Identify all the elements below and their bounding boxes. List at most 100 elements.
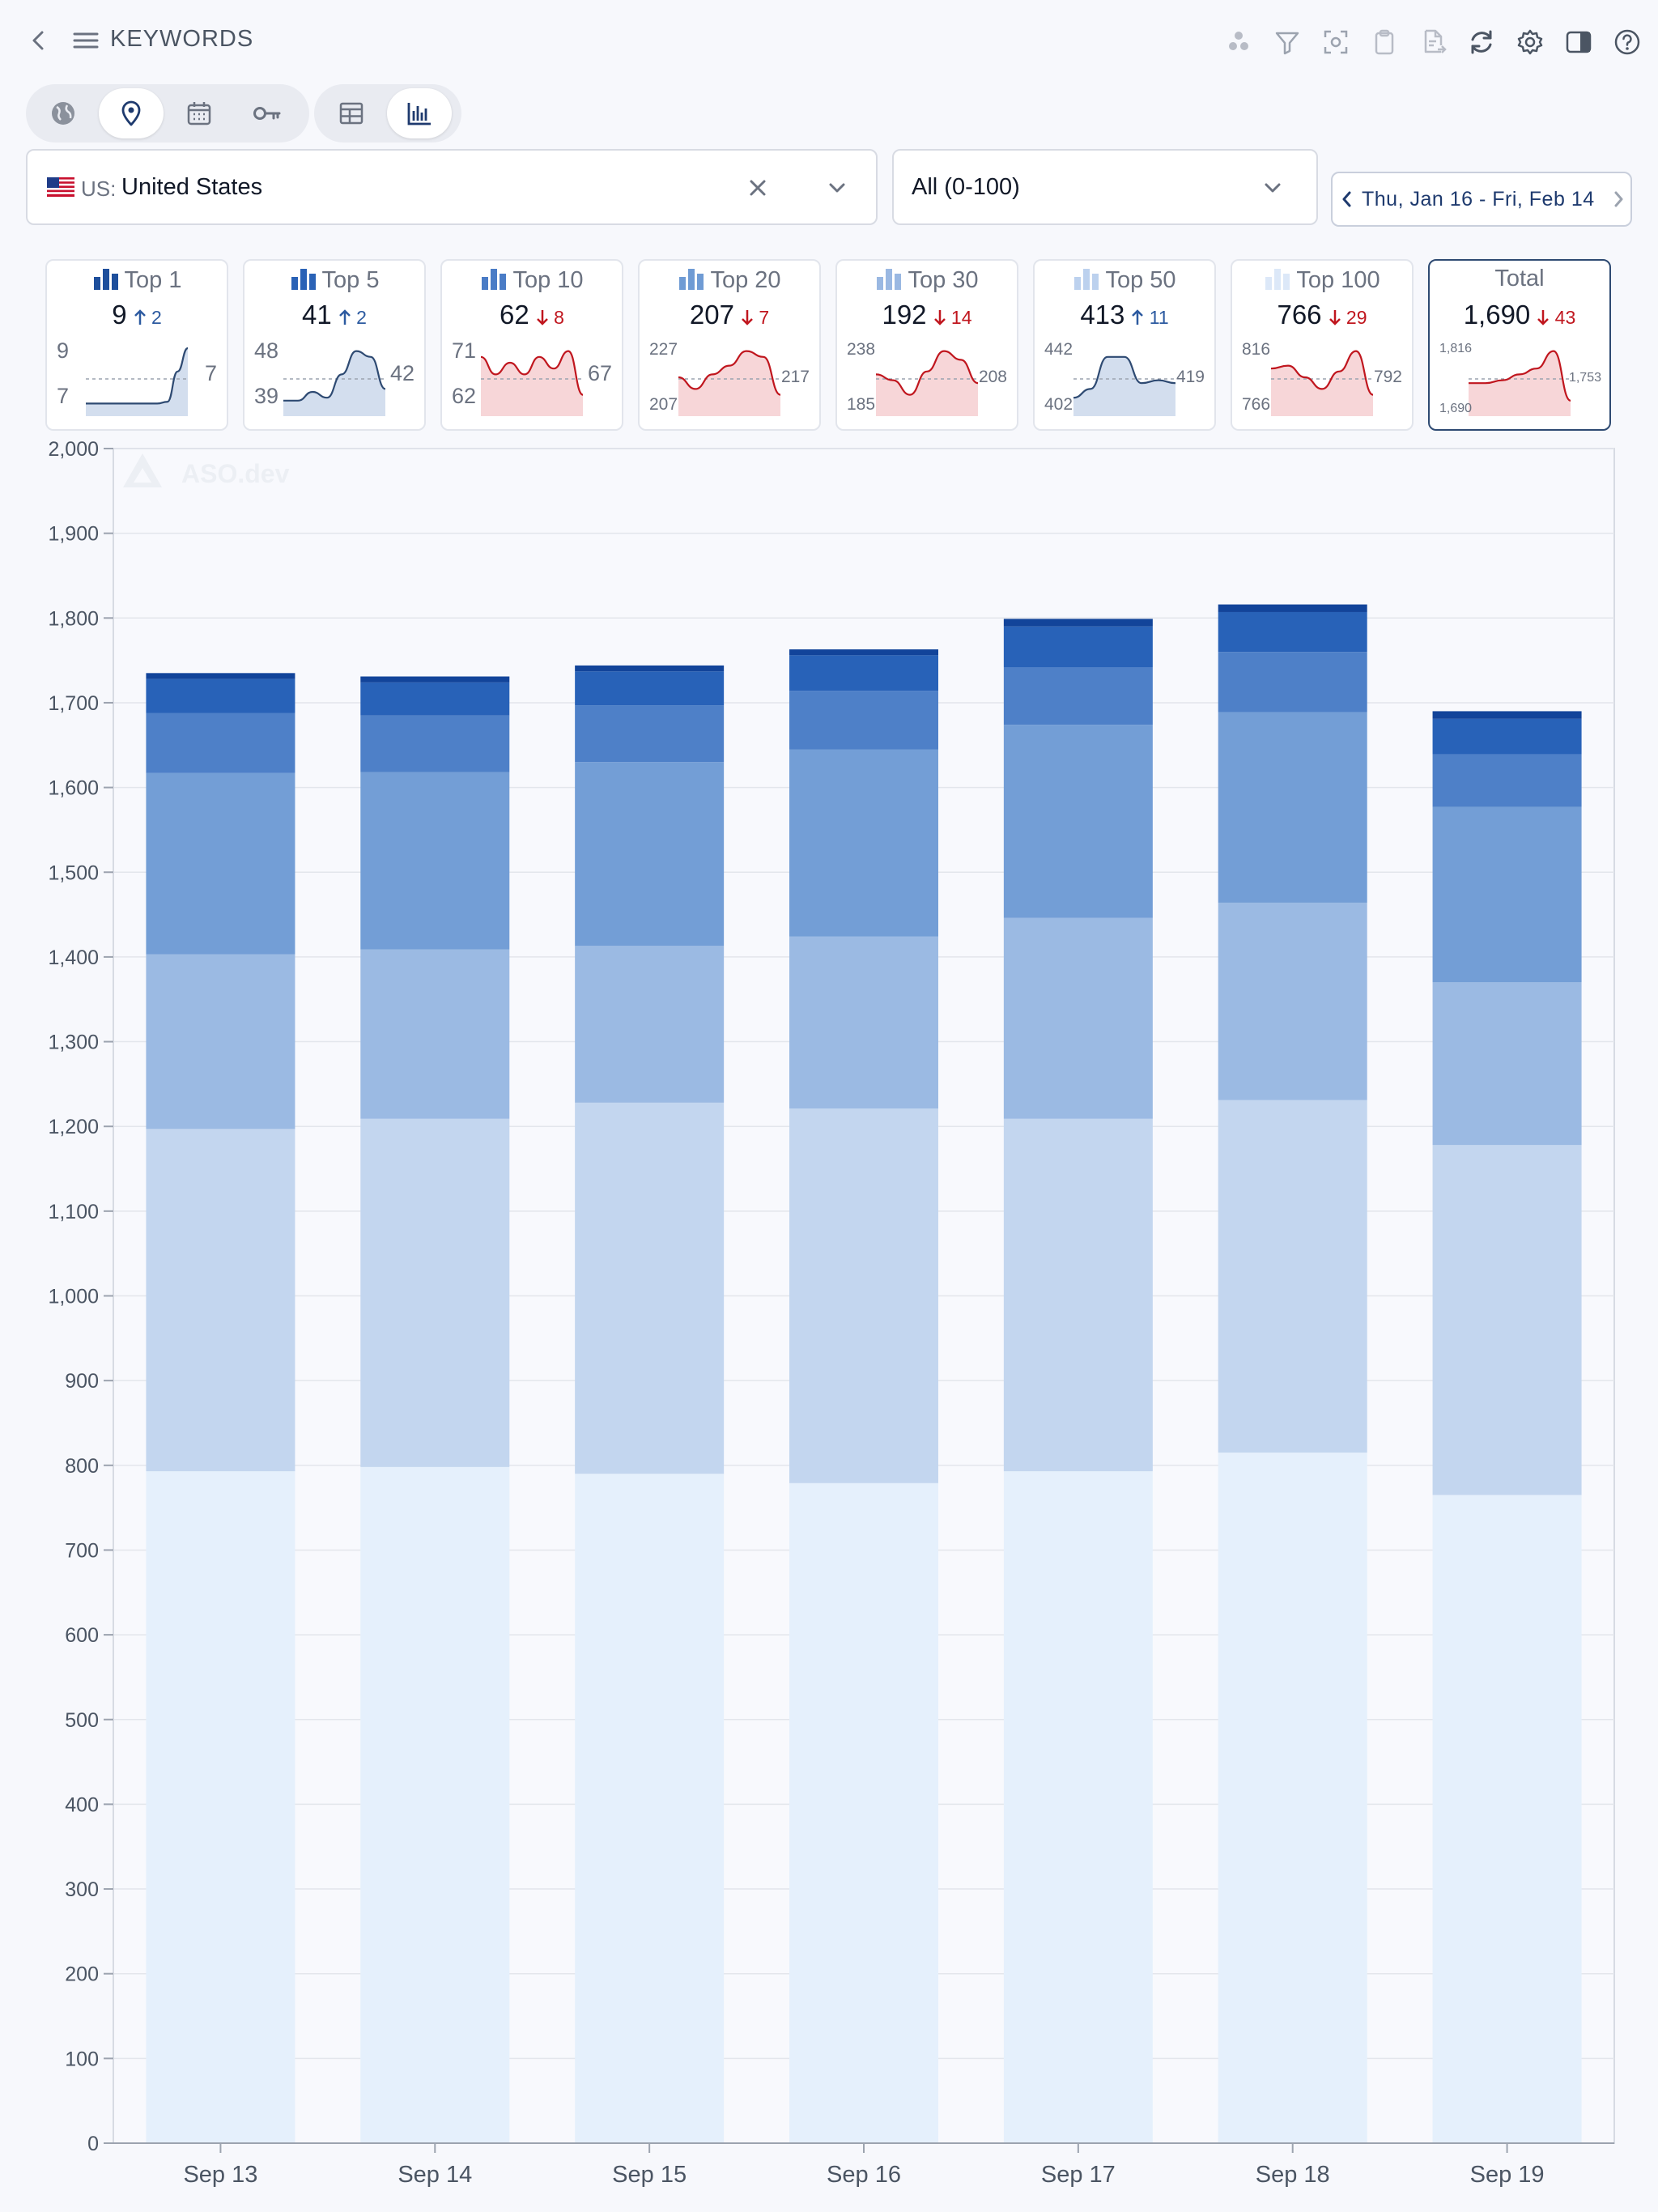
- view-keyword-button[interactable]: [235, 88, 300, 138]
- card-value-row: 766 29: [1232, 300, 1412, 330]
- card-title: Top 1: [47, 266, 227, 294]
- card-value: 1,690: [1463, 300, 1531, 330]
- y-tick-label: 200: [65, 1963, 99, 1986]
- bar-segment: [360, 682, 510, 716]
- sparkline-line: [875, 350, 979, 396]
- y-tick-label: 1,700: [48, 692, 99, 715]
- card-delta: 29: [1329, 307, 1367, 328]
- bar-segment: [575, 665, 725, 672]
- card-value: 413: [1080, 300, 1125, 330]
- card-sparkline: [1073, 355, 1176, 416]
- card-label: Total: [1494, 266, 1545, 291]
- export-button[interactable]: [1414, 23, 1452, 62]
- sparkline-max-label: 816: [1242, 340, 1271, 359]
- bar-segment: [360, 1118, 510, 1467]
- bar-segment: [146, 678, 295, 713]
- toolbar: [1219, 23, 1647, 62]
- bar-segment: [789, 936, 938, 1109]
- sparkline-min-label: 207: [649, 395, 678, 414]
- scan-button[interactable]: [1316, 23, 1355, 62]
- sparkline-area: [86, 348, 188, 416]
- rank-range-select[interactable]: All (0-100): [892, 149, 1318, 225]
- rank-card[interactable]: Top 100 766 29 816 766 792: [1231, 259, 1414, 431]
- sparkline-last-label: 1,753: [1568, 371, 1601, 385]
- location-icon: [121, 100, 141, 126]
- menu-button[interactable]: [70, 24, 102, 57]
- rank-card[interactable]: Top 10 62 8 71 62 67: [440, 259, 623, 431]
- rank-card[interactable]: Top 30 192 14 238 185 208: [835, 259, 1018, 431]
- help-button[interactable]: [1608, 23, 1647, 62]
- filter-button[interactable]: [1268, 23, 1307, 62]
- bar-segment: [1432, 1495, 1582, 2143]
- y-tick-label: 1,900: [48, 523, 99, 546]
- card-sparkline: [678, 350, 781, 416]
- y-tick-label: 500: [65, 1709, 99, 1732]
- bar-segment: [146, 1129, 295, 1472]
- display-mode-segment: [314, 84, 461, 143]
- card-title: Top 30: [837, 266, 1017, 294]
- watermark: ASO.dev: [123, 453, 290, 488]
- sparkline-max-label: 48: [254, 338, 279, 363]
- card-title: Top 5: [244, 266, 424, 294]
- display-chart-button[interactable]: [387, 88, 452, 138]
- y-tick-label: 1,100: [48, 1201, 99, 1223]
- view-global-button[interactable]: [31, 88, 96, 138]
- hamburger-icon: [73, 32, 99, 49]
- sparkline-last-label: 42: [389, 361, 414, 385]
- y-tick-label: 1,800: [48, 607, 99, 630]
- card-delta: 43: [1537, 307, 1575, 328]
- bar-segment: [1218, 1100, 1367, 1453]
- card-value: 9: [112, 300, 127, 330]
- bar-segment: [789, 1108, 938, 1483]
- back-button[interactable]: [23, 24, 55, 57]
- card-delta-value: 43: [1550, 307, 1576, 328]
- sparkline-min-label: 7: [57, 384, 70, 408]
- x-tick-label: Sep 15: [612, 2162, 687, 2188]
- y-tick-label: 1,400: [48, 946, 99, 969]
- rank-card[interactable]: Total 1,690 43 1,816 1,690 1,753: [1428, 259, 1611, 431]
- country-select[interactable]: US: United States: [26, 149, 878, 225]
- view-date-button[interactable]: [167, 88, 232, 138]
- bar-segment: [575, 671, 725, 706]
- bar-chart-icon: [93, 269, 118, 290]
- rank-card[interactable]: Top 5 41 2 48 39 42: [243, 259, 426, 431]
- card-title: Top 50: [1035, 266, 1214, 294]
- card-delta-value: 29: [1341, 307, 1367, 328]
- rank-card[interactable]: Top 20 207 7 227 207 217: [638, 259, 821, 431]
- display-table-button[interactable]: [319, 88, 384, 138]
- clear-country-button[interactable]: [740, 170, 776, 206]
- card-sparkline: [1469, 350, 1571, 416]
- sparkline-area: [1469, 351, 1571, 416]
- arrow-up-icon: [1132, 309, 1144, 325]
- view-location-button[interactable]: [99, 88, 164, 138]
- settings-button[interactable]: [1511, 23, 1550, 62]
- bar-segment: [575, 946, 725, 1103]
- card-label: Top 100: [1296, 267, 1380, 293]
- card-value-row: 207 7: [640, 300, 819, 330]
- bar-segment: [1218, 902, 1367, 1100]
- sparkline-last-label: 67: [587, 361, 612, 385]
- refresh-icon: [1471, 30, 1492, 54]
- bar-segment: [789, 691, 938, 750]
- sidebar-toggle[interactable]: [1559, 23, 1598, 62]
- card-value-row: 41 2: [244, 300, 424, 330]
- card-delta: 2: [134, 307, 162, 328]
- refresh-button[interactable]: [1462, 23, 1501, 62]
- previous-period-button[interactable]: [1333, 173, 1362, 225]
- watermark-text: ASO.dev: [181, 459, 290, 488]
- clipboard-button[interactable]: [1365, 23, 1404, 62]
- sparkline-min-label: 185: [847, 395, 876, 414]
- chevron-down-icon: [829, 183, 845, 193]
- dots-button[interactable]: [1219, 23, 1258, 62]
- next-period-button[interactable]: [1606, 173, 1630, 225]
- date-range-picker[interactable]: Thu, Jan 16 - Fri, Feb 14: [1331, 172, 1632, 227]
- card-value-row: 413 11: [1035, 300, 1214, 330]
- bar-segment: [1432, 711, 1582, 719]
- chevron-left-icon: [32, 31, 44, 50]
- rank-card[interactable]: Top 50 413 11 442 402 419: [1033, 259, 1216, 431]
- card-delta: 11: [1131, 307, 1169, 328]
- x-tick-label: Sep 14: [397, 2162, 472, 2188]
- bar-chart-icon: [679, 269, 704, 290]
- bar-segment: [575, 1102, 725, 1474]
